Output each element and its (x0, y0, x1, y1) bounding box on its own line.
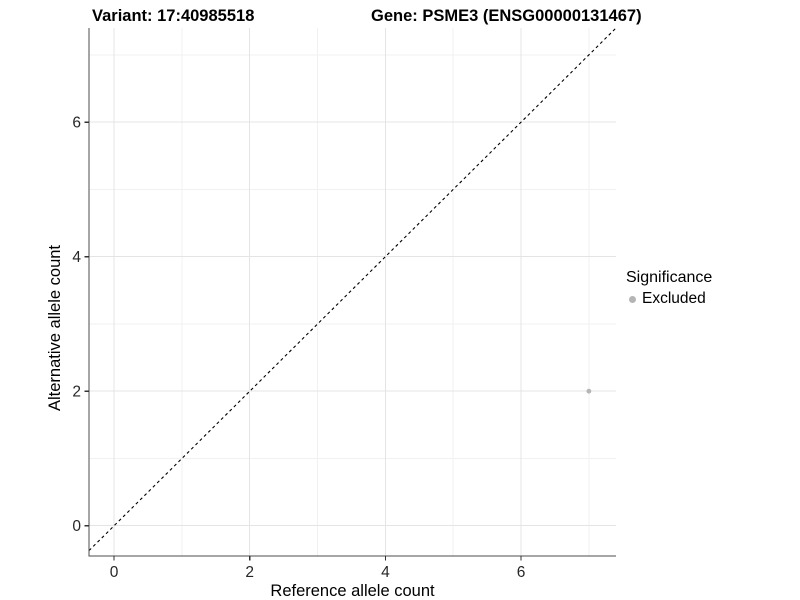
x-tick-label: 0 (110, 564, 119, 581)
y-tick-label: 6 (72, 115, 81, 132)
plot-title-gene: Gene: PSME3 (ENSG00000131467) (371, 7, 642, 25)
y-tick-label: 4 (72, 249, 81, 266)
x-axis-title: Reference allele count (270, 582, 435, 600)
identity-dashed-line (88, 27, 617, 552)
legend-point-icon (629, 295, 636, 303)
legend-title: Significance (626, 269, 713, 286)
legend-item-label: Excluded (642, 290, 706, 307)
plot-title-variant: Variant: 17:40985518 (92, 7, 255, 25)
y-axis-title: Alternative allele count (46, 245, 64, 411)
data-point-excluded (586, 388, 592, 394)
x-tick-label: 4 (381, 564, 390, 581)
legend: Significance Excluded (626, 269, 712, 308)
x-tick-label: 6 (517, 564, 526, 581)
y-tick-label: 2 (72, 384, 81, 401)
y-tick-label: 0 (72, 518, 81, 535)
legend-item-excluded: Excluded (626, 290, 712, 308)
x-tick-label: 2 (245, 564, 254, 581)
